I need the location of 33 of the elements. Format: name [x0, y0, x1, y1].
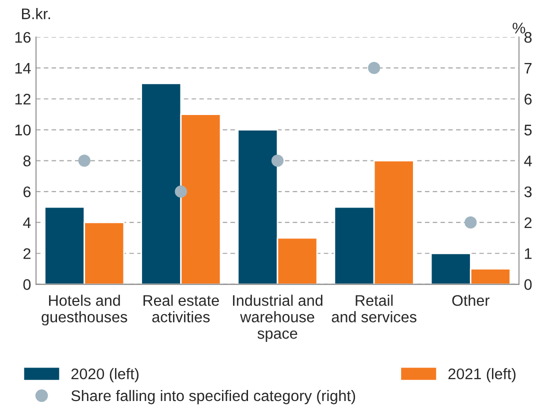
y-tick-label: 10 [15, 124, 31, 136]
x-tick-label: Retail and services [332, 294, 416, 322]
y-tick-label: 0 [23, 279, 31, 290]
y2-tick-label: 4 [524, 156, 532, 166]
x-tick-label: Hotels and guesthouses [42, 294, 128, 326]
y2-tick-label: 3 [524, 186, 532, 198]
legend-label: 2021 (left) [448, 368, 516, 382]
y-tick-label: 2 [23, 248, 30, 259]
x-tick-label: Real estate activities [144, 294, 219, 322]
y2-tick-label: 2 [524, 217, 532, 228]
legend-label: 2020 (left) [71, 368, 139, 382]
x-tick-label: Other [452, 294, 490, 306]
y-axis-title: B.kr. [22, 8, 50, 20]
point [78, 154, 90, 167]
y-tick-label: 14 [15, 63, 31, 74]
y-tick-label: 4 [23, 218, 31, 228]
x-tick-label: Industrial and warehouse space [233, 294, 322, 342]
y-tick-label: 16 [15, 32, 31, 43]
y2-axis-title: % [512, 22, 526, 34]
y2-tick-label: 8 [524, 32, 532, 43]
y-tick-label: 12 [15, 94, 30, 104]
point [271, 154, 284, 167]
legend-label: Share falling into specified category (right) [71, 390, 356, 404]
y2-tick-label: 1 [524, 248, 532, 259]
y-tick-label: 8 [23, 156, 31, 166]
y-tick-label: 6 [23, 186, 31, 198]
y2-tick-label: 6 [524, 94, 532, 105]
point [464, 216, 477, 229]
point [368, 62, 380, 74]
y2-tick-label: 0 [524, 279, 532, 290]
y2-tick-label: 7 [524, 63, 532, 74]
point [174, 186, 188, 198]
y2-tick-label: 5 [524, 124, 532, 136]
